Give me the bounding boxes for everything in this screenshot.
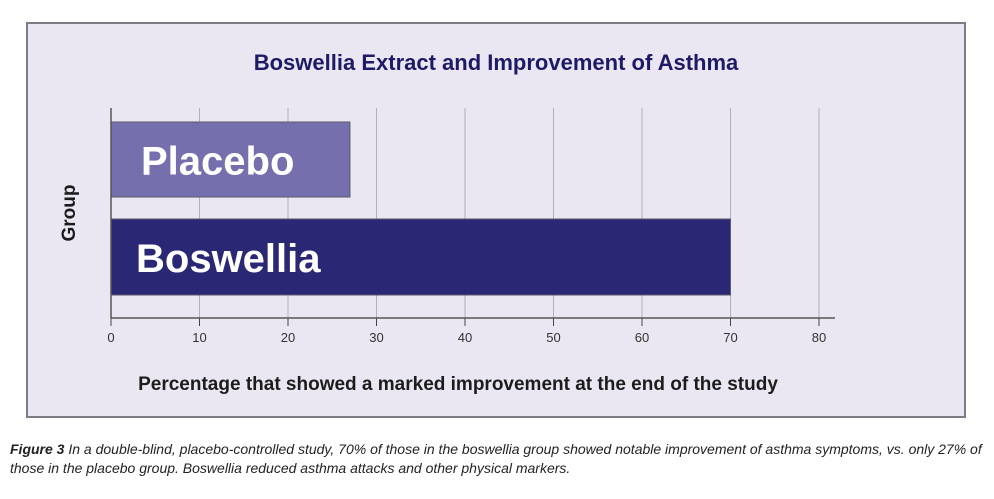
caption-text: In a double-blind, placebo-controlled st… (10, 441, 982, 476)
x-tick-label-60: 60 (635, 330, 649, 345)
y-axis-label: Group (59, 185, 80, 242)
x-tick-label-10: 10 (192, 330, 206, 345)
x-tick-label-70: 70 (723, 330, 737, 345)
x-tick-label-40: 40 (458, 330, 472, 345)
x-tick-label-50: 50 (546, 330, 560, 345)
x-tick-label-20: 20 (281, 330, 295, 345)
figure-caption: Figure 3 In a double-blind, placebo-cont… (10, 440, 986, 478)
chart-title: Boswellia Extract and Improvement of Ast… (253, 50, 739, 75)
bar-placebo (110, 121, 351, 198)
bar-label-placebo: Placebo (141, 140, 294, 184)
x-tick-label-30: 30 (369, 330, 383, 345)
figure-label: Figure 3 (10, 441, 65, 457)
bar-chart: 0 10 20 30 40 50 60 70 80 Placebo Boswellia Group Pe… (59, 108, 835, 395)
x-tick-label-0: 0 (107, 330, 114, 345)
x-axis-label: Percentage that showed a marked improvem… (138, 374, 778, 395)
x-tick-label-80: 80 (812, 330, 826, 345)
bar-label-boswellia: Boswellia (136, 237, 321, 281)
